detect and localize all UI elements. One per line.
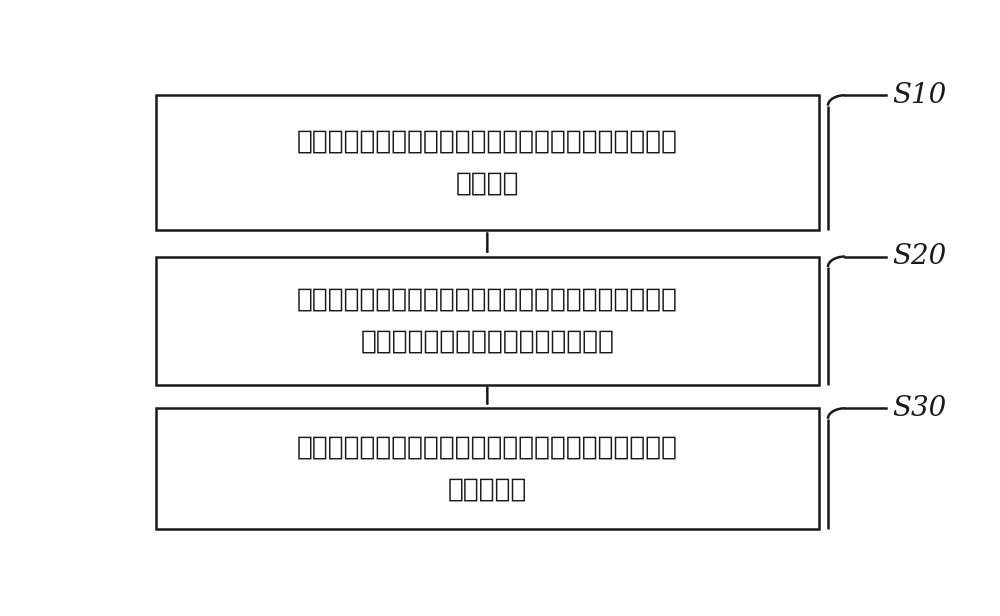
- Text: 根据所述目标车辆的车速信号和转向角度信号对输出频
率进行调节，获得调节后的输出频率: 根据所述目标车辆的车速信号和转向角度信号对输出频 率进行调节，获得调节后的输出频…: [297, 286, 678, 355]
- Text: 当接收到启动指令时，获取目标车辆的车速信号和转向
角度信号: 当接收到启动指令时，获取目标车辆的车速信号和转向 角度信号: [297, 129, 678, 197]
- Text: S30: S30: [892, 395, 946, 422]
- Bar: [156, 256, 819, 384]
- Text: S10: S10: [892, 82, 946, 109]
- Bar: [156, 408, 819, 529]
- Text: 根据所述调节后的输出频率以使转向泵采用预设转速比
例进行转动: 根据所述调节后的输出频率以使转向泵采用预设转速比 例进行转动: [297, 435, 678, 503]
- Text: S20: S20: [892, 243, 946, 270]
- Bar: [156, 95, 819, 230]
